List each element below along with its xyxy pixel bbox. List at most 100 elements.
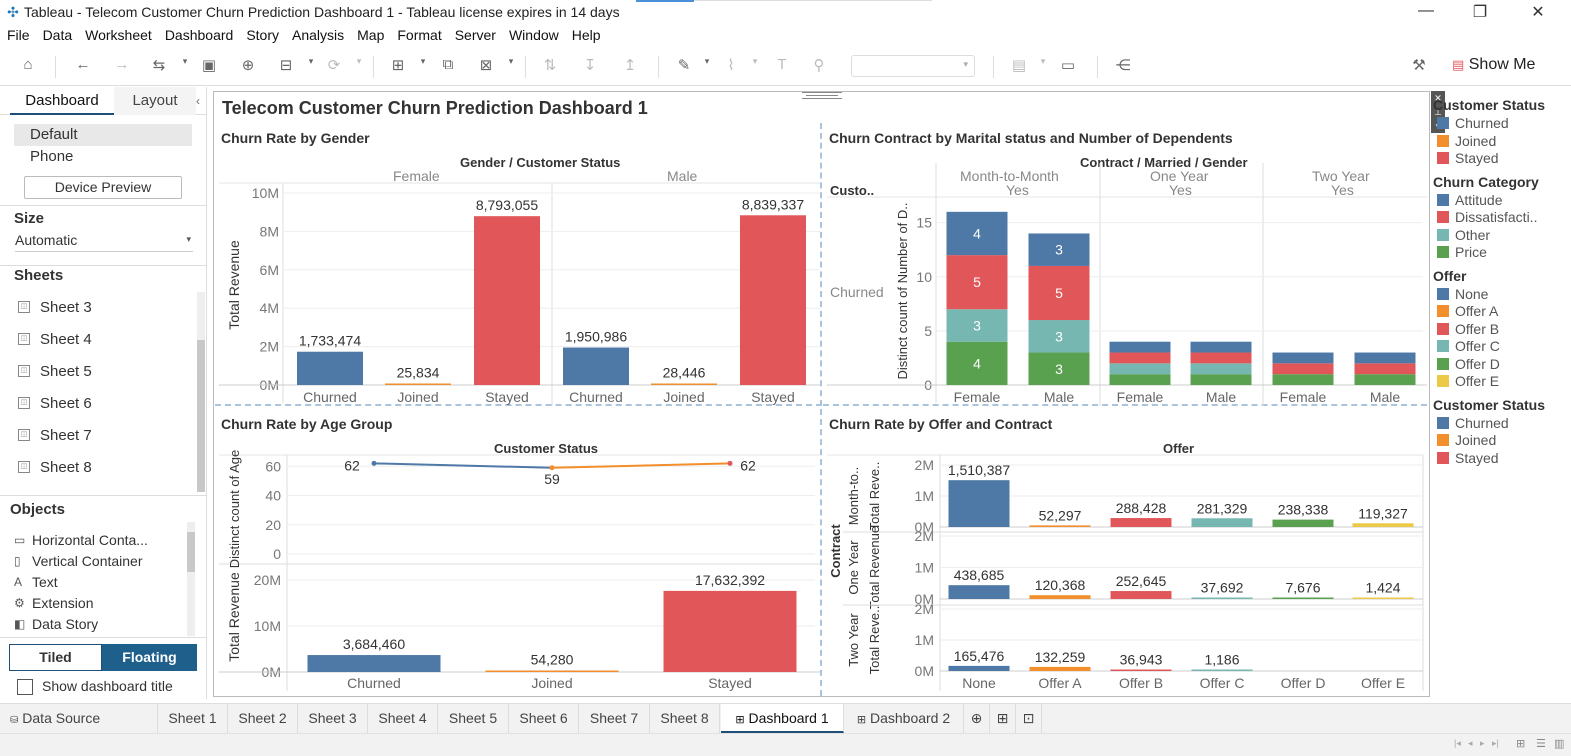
- sort-descending-icon[interactable]: ↥: [623, 57, 637, 74]
- close-icon[interactable]: ✕: [1531, 4, 1545, 21]
- clear-sheet-icon[interactable]: ⊠: [479, 57, 493, 74]
- tab-sheet-6[interactable]: Sheet 6: [509, 704, 579, 733]
- menu-story[interactable]: Story: [246, 27, 279, 43]
- new-data-source-icon[interactable]: ⊕: [241, 57, 255, 74]
- legend-item[interactable]: Price: [1437, 244, 1487, 260]
- chevron-down-icon[interactable]: ▾: [420, 56, 426, 66]
- menu-dashboard[interactable]: Dashboard: [164, 27, 234, 43]
- refresh-icon[interactable]: ⟳: [327, 57, 341, 74]
- object-item[interactable]: ⚙ Extension: [14, 593, 93, 613]
- tab-sheet-1[interactable]: Sheet 1: [158, 704, 228, 733]
- object-item[interactable]: ▯ Vertical Container: [14, 551, 143, 571]
- legend-item[interactable]: Other: [1437, 227, 1490, 243]
- pause-updates-icon[interactable]: ⊟: [279, 57, 293, 74]
- menu-format[interactable]: Format: [397, 27, 442, 43]
- chevron-down-icon[interactable]: ▾: [508, 56, 514, 66]
- nav-first-icon[interactable]: |◂: [1454, 738, 1461, 748]
- chevron-down-icon[interactable]: ▾: [356, 56, 362, 66]
- close-icon[interactable]: ✕: [1434, 93, 1442, 103]
- new-worksheet-icon[interactable]: ⊕: [964, 704, 990, 733]
- sheet-churn-by-contract-marital[interactable]: Churn Contract by Marital status and Num…: [823, 123, 1427, 406]
- object-item[interactable]: A Text: [14, 572, 58, 592]
- format-painter-icon[interactable]: ⚒: [1412, 57, 1426, 74]
- highlight-icon[interactable]: ✎: [677, 57, 691, 74]
- filmstrip-view-icon[interactable]: ▥: [1554, 738, 1565, 750]
- menu-worksheet[interactable]: Worksheet: [85, 27, 152, 43]
- chevron-down-icon[interactable]: ▾: [308, 56, 314, 66]
- collapse-pane-icon[interactable]: ‹: [196, 94, 200, 108]
- tab-dashboard-1[interactable]: ⊞ Dashboard 1: [721, 704, 844, 733]
- pin-icon[interactable]: ⚲: [813, 57, 825, 74]
- legend-item[interactable]: Joined: [1437, 432, 1496, 448]
- minimize-icon[interactable]: —: [1418, 2, 1434, 19]
- restore-icon[interactable]: ❐: [1472, 4, 1488, 21]
- legend-item[interactable]: Attitude: [1437, 192, 1502, 208]
- sheet-item[interactable]: ◫ Sheet 5: [18, 360, 92, 382]
- chevron-down-icon[interactable]: ▾: [704, 56, 710, 66]
- sheet-item[interactable]: ◫ Sheet 7: [18, 424, 92, 446]
- tab-sheet-4[interactable]: Sheet 4: [368, 704, 438, 733]
- fit-selector[interactable]: ▾: [851, 55, 975, 77]
- tab-sheet-5[interactable]: Sheet 5: [438, 704, 509, 733]
- sheets-scrollbar[interactable]: [197, 292, 205, 492]
- menu-help[interactable]: Help: [571, 27, 601, 43]
- menu-data[interactable]: Data: [42, 27, 73, 43]
- chevron-down-icon[interactable]: ▾: [752, 56, 758, 66]
- tab-dashboard[interactable]: Dashboard: [10, 87, 114, 115]
- presentation-mode-icon[interactable]: ▭: [1060, 57, 1076, 74]
- legend-item[interactable]: Offer A: [1437, 303, 1498, 319]
- scrollbar-thumb[interactable]: [197, 340, 205, 492]
- chevron-down-icon[interactable]: ▾: [1040, 56, 1046, 66]
- nav-next-icon[interactable]: ▸: [1480, 738, 1485, 748]
- sheet-churn-by-age[interactable]: Churn Rate by Age Group Customer Status …: [215, 409, 822, 696]
- device-phone[interactable]: Phone: [30, 148, 74, 165]
- floating-button[interactable]: Floating: [102, 644, 197, 671]
- save-icon[interactable]: ▣: [201, 57, 217, 74]
- drag-handle[interactable]: [802, 92, 842, 99]
- label-icon[interactable]: T: [777, 56, 787, 73]
- device-default[interactable]: Default: [14, 124, 192, 146]
- undo-icon[interactable]: ←: [75, 56, 91, 73]
- show-me-button[interactable]: ▤ Show Me: [1452, 56, 1535, 74]
- sheet-item[interactable]: ◫ Sheet 3: [18, 296, 92, 318]
- legend-item[interactable]: Offer C: [1437, 338, 1500, 354]
- legend-item[interactable]: Churned: [1437, 115, 1509, 131]
- chevron-down-icon[interactable]: ▾: [182, 56, 188, 66]
- legend-item[interactable]: Offer E: [1437, 373, 1499, 389]
- replace-data-icon[interactable]: ⇆: [152, 57, 166, 74]
- menu-server[interactable]: Server: [454, 27, 496, 43]
- group-icon[interactable]: ⌇: [727, 57, 735, 74]
- duplicate-icon[interactable]: ⧉: [442, 56, 454, 73]
- tab-sheet-7[interactable]: Sheet 7: [579, 704, 650, 733]
- sheet-item[interactable]: ◫ Sheet 6: [18, 392, 92, 414]
- offer-bar-chart[interactable]: Contract 0M 1M 2M Month-to.. Total Reve.. 1,51…: [823, 409, 1427, 696]
- device-preview-button[interactable]: Device Preview: [24, 176, 182, 199]
- menu-file[interactable]: File: [7, 27, 30, 43]
- tab-sheet-3[interactable]: Sheet 3: [298, 704, 368, 733]
- tab-data-source[interactable]: ⛁ Data Source: [0, 704, 158, 733]
- new-worksheet-icon[interactable]: ⊞: [391, 57, 405, 74]
- sort-ascending-icon[interactable]: ↧: [583, 57, 597, 74]
- object-item[interactable]: ▭ Horizontal Conta...: [14, 530, 148, 550]
- objects-scrollbar[interactable]: [187, 522, 195, 636]
- sheet-churn-by-gender[interactable]: Churn Rate by Gender Gender / Customer S…: [215, 123, 822, 406]
- tiled-button[interactable]: Tiled: [9, 644, 102, 671]
- tab-sheet-2[interactable]: Sheet 2: [228, 704, 298, 733]
- sheet-churn-by-offer[interactable]: Churn Rate by Offer and Contract Offer C…: [823, 409, 1427, 696]
- legend-item[interactable]: Dissatisfacti..: [1437, 209, 1537, 225]
- sheet-item[interactable]: ◫ Sheet 8: [18, 456, 92, 478]
- share-icon[interactable]: ⋲: [1115, 57, 1131, 74]
- menu-analysis[interactable]: Analysis: [292, 27, 345, 43]
- grid-view-icon[interactable]: ⊞: [1516, 738, 1526, 750]
- menu-map[interactable]: Map: [357, 27, 385, 43]
- tab-sheet-8[interactable]: Sheet 8: [650, 704, 720, 733]
- legend-item[interactable]: Offer D: [1437, 356, 1500, 372]
- new-dashboard-icon[interactable]: ⊞: [990, 704, 1016, 733]
- tab-dashboard-2[interactable]: ⊞ Dashboard 2: [844, 704, 964, 733]
- legend-item[interactable]: None: [1437, 286, 1488, 302]
- pin-icon[interactable]: ⊥: [1434, 107, 1442, 117]
- legend-item[interactable]: Stayed: [1437, 150, 1499, 166]
- tab-layout[interactable]: Layout: [114, 87, 196, 115]
